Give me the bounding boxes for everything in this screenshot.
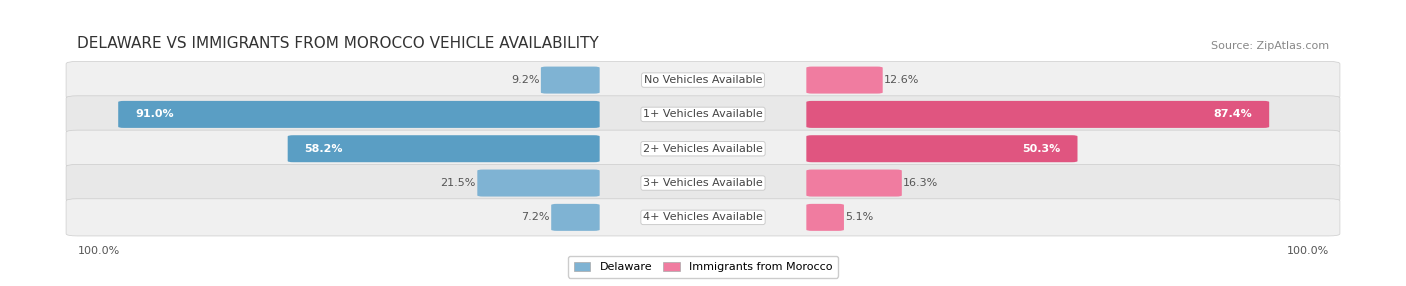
FancyBboxPatch shape bbox=[541, 67, 599, 94]
FancyBboxPatch shape bbox=[807, 101, 1270, 128]
Text: 16.3%: 16.3% bbox=[903, 178, 938, 188]
Text: 58.2%: 58.2% bbox=[305, 144, 343, 154]
Text: 3+ Vehicles Available: 3+ Vehicles Available bbox=[643, 178, 763, 188]
Text: 87.4%: 87.4% bbox=[1213, 110, 1253, 119]
Text: 12.6%: 12.6% bbox=[884, 75, 920, 85]
Text: 91.0%: 91.0% bbox=[135, 110, 174, 119]
Text: 9.2%: 9.2% bbox=[510, 75, 540, 85]
FancyBboxPatch shape bbox=[807, 135, 1077, 162]
Text: 50.3%: 50.3% bbox=[1022, 144, 1060, 154]
FancyBboxPatch shape bbox=[551, 204, 599, 231]
FancyBboxPatch shape bbox=[66, 61, 1340, 99]
FancyBboxPatch shape bbox=[66, 96, 1340, 133]
Text: 21.5%: 21.5% bbox=[440, 178, 475, 188]
Text: 100.0%: 100.0% bbox=[1286, 246, 1329, 256]
FancyBboxPatch shape bbox=[66, 164, 1340, 202]
FancyBboxPatch shape bbox=[288, 135, 599, 162]
Text: 5.1%: 5.1% bbox=[845, 212, 873, 222]
Text: 100.0%: 100.0% bbox=[77, 246, 120, 256]
Text: 4+ Vehicles Available: 4+ Vehicles Available bbox=[643, 212, 763, 222]
Text: 7.2%: 7.2% bbox=[522, 212, 550, 222]
Text: 1+ Vehicles Available: 1+ Vehicles Available bbox=[643, 110, 763, 119]
FancyBboxPatch shape bbox=[118, 101, 599, 128]
FancyBboxPatch shape bbox=[807, 204, 844, 231]
Legend: Delaware, Immigrants from Morocco: Delaware, Immigrants from Morocco bbox=[568, 256, 838, 278]
FancyBboxPatch shape bbox=[66, 199, 1340, 236]
Text: DELAWARE VS IMMIGRANTS FROM MOROCCO VEHICLE AVAILABILITY: DELAWARE VS IMMIGRANTS FROM MOROCCO VEHI… bbox=[77, 37, 599, 51]
FancyBboxPatch shape bbox=[807, 67, 883, 94]
FancyBboxPatch shape bbox=[66, 130, 1340, 167]
Text: 2+ Vehicles Available: 2+ Vehicles Available bbox=[643, 144, 763, 154]
FancyBboxPatch shape bbox=[477, 170, 599, 196]
Text: Source: ZipAtlas.com: Source: ZipAtlas.com bbox=[1211, 41, 1329, 51]
FancyBboxPatch shape bbox=[807, 170, 901, 196]
Text: No Vehicles Available: No Vehicles Available bbox=[644, 75, 762, 85]
